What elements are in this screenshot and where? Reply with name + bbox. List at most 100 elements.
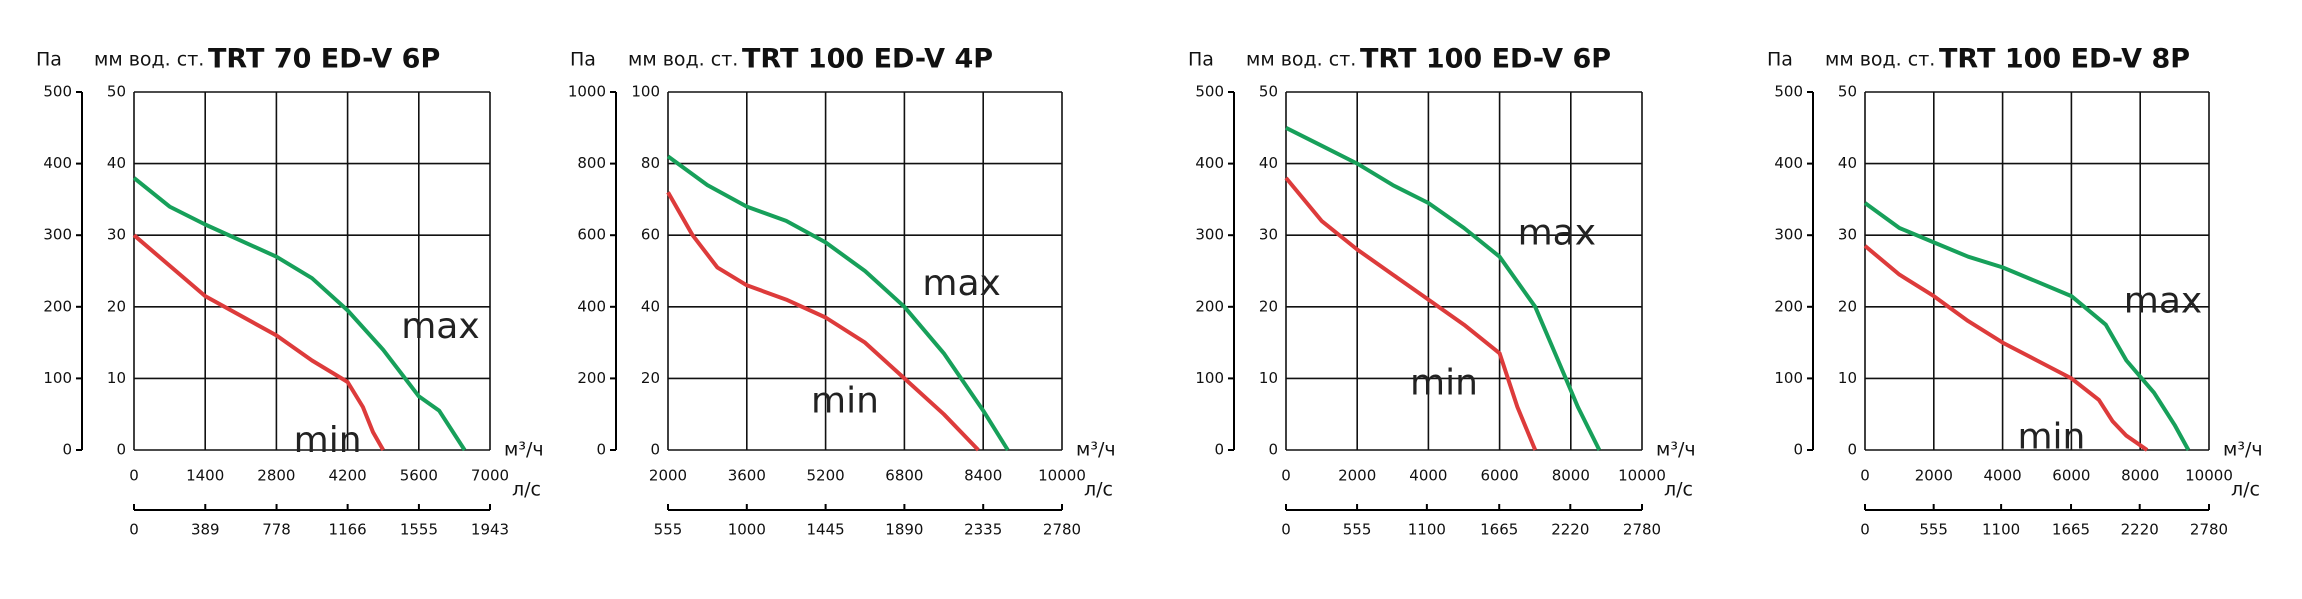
y2-tick-label: 100 xyxy=(631,83,660,101)
y2-tick-label: 50 xyxy=(1838,83,1857,101)
y2-tick-label: 80 xyxy=(641,154,660,172)
y-tick-label: 0 xyxy=(1214,441,1224,459)
line-0 xyxy=(132,176,467,452)
x2-tick-label: 1943 xyxy=(471,521,509,539)
chart-title: TRT 100 ED-V 8P xyxy=(1939,44,2190,75)
y-tick-label: 200 xyxy=(43,297,72,315)
x2-tick-label: 2220 xyxy=(1551,521,1589,539)
y2-tick-label: 20 xyxy=(641,369,660,387)
y-axis-label: Па xyxy=(1188,49,1214,71)
x-axis-label: м³/ч xyxy=(1076,439,1116,461)
y2-axis-label: мм вод. ст. xyxy=(94,49,204,71)
y-tick-label: 300 xyxy=(1774,226,1803,244)
x-tick-label: 6800 xyxy=(885,467,923,485)
chart: Па мм вод. ст. TRT 100 ED-V 8P010020030040… xyxy=(1767,44,2263,539)
x-tick-label: 4000 xyxy=(1409,467,1447,485)
x-tick-label: 2000 xyxy=(1915,467,1953,485)
y-tick-label: 200 xyxy=(1774,297,1803,315)
y-tick-label: 300 xyxy=(43,226,72,244)
y2-tick-label: 60 xyxy=(641,226,660,244)
y2-tick-label: 40 xyxy=(641,297,660,315)
y-tick-label: 200 xyxy=(1195,297,1224,315)
chart: Па мм вод. ст. TRT 100 ED-V 4P020040060080… xyxy=(568,44,1116,539)
series-label: min xyxy=(294,420,362,461)
x2-tick-label: 2780 xyxy=(2190,521,2228,539)
y-axis-label: Па xyxy=(36,49,62,71)
y-tick-label: 500 xyxy=(1774,83,1803,101)
x2-tick-label: 389 xyxy=(191,521,220,539)
line-1 xyxy=(1284,176,1538,451)
x2-tick-label: 555 xyxy=(1343,521,1372,539)
y2-axis-label: мм вод. ст. xyxy=(628,49,738,71)
x-tick-label: 2000 xyxy=(649,467,687,485)
x2-tick-label: 1100 xyxy=(1408,521,1446,539)
y-tick-label: 200 xyxy=(577,369,606,387)
x-tick-label: 8000 xyxy=(2121,467,2159,485)
x2-tick-label: 0 xyxy=(1860,521,1870,539)
x-tick-label: 0 xyxy=(129,467,139,485)
y2-tick-label: 30 xyxy=(1259,226,1278,244)
y-tick-label: 600 xyxy=(577,226,606,244)
x2-tick-label: 778 xyxy=(262,521,291,539)
line-1 xyxy=(666,191,980,452)
x-tick-label: 8000 xyxy=(1552,467,1590,485)
x2-axis-label: л/с xyxy=(2231,479,2260,501)
y-tick-label: 1000 xyxy=(568,83,606,101)
y2-tick-label: 0 xyxy=(116,441,126,459)
y2-tick-label: 40 xyxy=(1259,154,1278,172)
y2-tick-label: 50 xyxy=(1259,83,1278,101)
line-1 xyxy=(1863,244,2149,452)
y2-tick-label: 40 xyxy=(107,154,126,172)
x-axis-label: м³/ч xyxy=(504,439,544,461)
y2-tick-label: 10 xyxy=(1259,369,1278,387)
y2-tick-label: 0 xyxy=(1268,441,1278,459)
y-tick-label: 100 xyxy=(1774,369,1803,387)
x2-tick-label: 1665 xyxy=(2052,521,2090,539)
x-tick-label: 0 xyxy=(1860,467,1870,485)
x-tick-label: 5600 xyxy=(400,467,438,485)
x-axis-label: м³/ч xyxy=(2223,439,2263,461)
y2-tick-label: 30 xyxy=(107,226,126,244)
y-tick-label: 400 xyxy=(1195,154,1224,172)
y-tick-label: 0 xyxy=(62,441,72,459)
x2-tick-label: 1000 xyxy=(728,521,766,539)
line-0 xyxy=(1285,126,1602,451)
y-tick-label: 100 xyxy=(43,369,72,387)
x-tick-label: 3600 xyxy=(728,467,766,485)
x2-tick-label: 0 xyxy=(129,521,139,539)
line-0 xyxy=(1863,201,2191,451)
x2-tick-label: 2780 xyxy=(1043,521,1081,539)
x-tick-label: 2000 xyxy=(1338,467,1376,485)
y2-tick-label: 40 xyxy=(1838,154,1857,172)
y-tick-label: 400 xyxy=(577,297,606,315)
x-tick-label: 5200 xyxy=(807,467,845,485)
y2-tick-label: 10 xyxy=(107,369,126,387)
series-label: max xyxy=(922,263,1000,304)
y2-axis-label: мм вод. ст. xyxy=(1825,49,1935,71)
x2-tick-label: 555 xyxy=(1919,521,1948,539)
y2-tick-label: 0 xyxy=(650,441,660,459)
y-tick-label: 400 xyxy=(1774,154,1803,172)
x-tick-label: 0 xyxy=(1281,467,1291,485)
y2-tick-label: 20 xyxy=(1838,297,1857,315)
x2-tick-label: 2220 xyxy=(2121,521,2159,539)
x2-axis-label: л/с xyxy=(512,479,541,501)
x-tick-label: 6000 xyxy=(2052,467,2090,485)
y-axis-label: Па xyxy=(1767,49,1793,71)
y-tick-label: 800 xyxy=(577,154,606,172)
chart: Па мм вод. ст. TRT 70 ED-V 6P0100200300400… xyxy=(36,44,544,539)
chart-title: TRT 100 ED-V 6P xyxy=(1360,44,1611,75)
y-tick-label: 100 xyxy=(1195,369,1224,387)
x-tick-label: 10000 xyxy=(2185,467,2233,485)
y2-tick-label: 20 xyxy=(107,297,126,315)
y2-tick-label: 20 xyxy=(1259,297,1278,315)
x-tick-label: 2800 xyxy=(257,467,295,485)
x2-tick-label: 0 xyxy=(1281,521,1291,539)
x2-tick-label: 2335 xyxy=(964,521,1002,539)
series-label: max xyxy=(2124,281,2202,322)
chart: Па мм вод. ст. TRT 100 ED-V 6P010020030040… xyxy=(1188,44,1696,539)
y2-tick-label: 0 xyxy=(1847,441,1857,459)
y-tick-label: 0 xyxy=(596,441,606,459)
y2-axis-label: мм вод. ст. xyxy=(1246,49,1356,71)
